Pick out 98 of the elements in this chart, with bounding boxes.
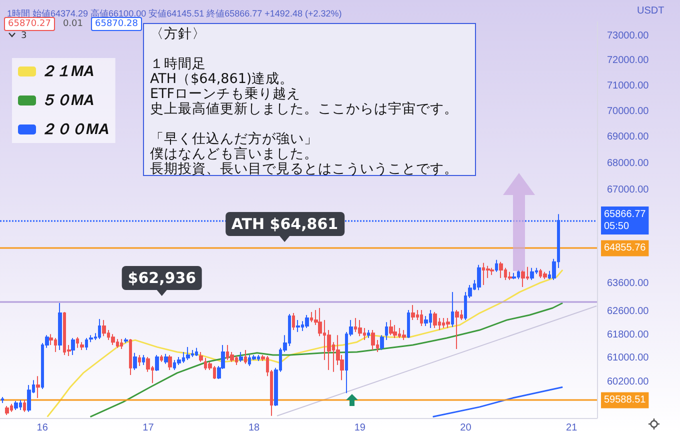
candlestick <box>133 352 137 370</box>
candlestick <box>393 324 397 339</box>
candlestick <box>195 347 198 356</box>
candlestick <box>124 338 128 344</box>
candlestick <box>292 312 295 331</box>
annotation: 史上最高値更新しました。ここからは宇宙です。 <box>150 101 459 117</box>
annotation: 長期投資、長い目で見るとはこういうことです。 <box>150 161 459 177</box>
annotation: １時間足 <box>150 56 207 72</box>
candlestick <box>371 330 375 350</box>
candlestick <box>23 399 26 412</box>
x-tick-label: 17 <box>142 422 154 434</box>
candlestick <box>495 259 498 272</box>
candlestick <box>358 320 362 337</box>
candlestick <box>508 271 512 281</box>
candlestick <box>490 267 494 276</box>
candlestick <box>530 267 534 281</box>
candlestick <box>446 318 450 328</box>
annotation: 0.01 <box>62 18 84 30</box>
candlestick <box>477 264 481 291</box>
line-series <box>432 386 564 418</box>
candlestick <box>407 310 410 339</box>
candlestick <box>499 261 503 278</box>
x-tick-label: 18 <box>248 422 260 434</box>
y-tick-label: 73000.00 <box>607 30 650 42</box>
legend-label: ２００MA <box>41 121 110 138</box>
candlestick <box>164 353 168 364</box>
x-tick-label: 21 <box>566 422 578 434</box>
candlestick <box>102 320 106 337</box>
annotation: ETFローンチも乗り越え <box>150 86 302 102</box>
y-tick-label: 70000.00 <box>607 106 650 117</box>
candlestick <box>120 338 123 350</box>
candlestick <box>5 406 9 416</box>
candlestick <box>89 334 93 343</box>
candlestick <box>385 322 388 341</box>
candlestick <box>389 320 393 336</box>
y-tick-label: 69000.00 <box>607 132 650 143</box>
annotation: 僕はなんども言いました。 <box>150 146 319 162</box>
candlestick <box>138 354 141 366</box>
ref-line-label: 59588.51 <box>604 394 646 406</box>
x-tick-label: 16 <box>36 422 48 434</box>
candlestick <box>129 338 132 376</box>
candlestick <box>367 330 370 339</box>
candlestick <box>380 334 384 350</box>
candlestick <box>186 346 190 360</box>
y-tick-label: 61800.00 <box>607 329 650 340</box>
line-series <box>46 269 564 418</box>
y-tick-label: 62600.00 <box>607 306 650 318</box>
candlestick <box>80 342 84 350</box>
candlestick <box>98 318 101 340</box>
candlestick <box>420 310 423 326</box>
annotation: 65870.27 <box>4 17 55 31</box>
candlestick <box>244 349 247 364</box>
candlestick <box>455 310 459 350</box>
x-tick-label: 20 <box>460 422 472 434</box>
annotation: $62,936 <box>122 266 202 290</box>
candlestick <box>168 354 172 370</box>
y-tick-label: 72000.00 <box>607 55 650 66</box>
candlestick <box>76 336 79 348</box>
ref-line-label: 65866.77 05:50 <box>604 208 646 232</box>
x-tick-label: 19 <box>354 422 366 434</box>
candlestick <box>521 269 525 288</box>
candlestick <box>111 334 115 346</box>
candlestick <box>71 338 75 356</box>
legend-label: ５０MA <box>41 92 94 109</box>
candlestick <box>543 271 547 280</box>
candlestick <box>199 352 203 362</box>
candlestick <box>36 376 40 399</box>
candlestick <box>239 352 243 362</box>
y-tick-label: 61000.00 <box>607 352 650 364</box>
annotation: 3 <box>20 30 28 42</box>
y-tick-label: 68000.00 <box>607 158 650 169</box>
candlestick <box>433 312 437 328</box>
candlestick <box>85 338 88 350</box>
candlestick <box>142 354 145 366</box>
annotation: ATH（$64,861)達成。 <box>150 71 295 87</box>
y-tick-label: 67000.00 <box>607 184 650 196</box>
candlestick <box>160 354 163 362</box>
annotation: 〈方針〉 <box>150 26 207 42</box>
y-tick-label: 63600.00 <box>607 278 650 289</box>
candlestick <box>58 302 62 350</box>
annotation: ATH $64,861 <box>225 212 344 236</box>
y-axis-title: USDT <box>637 6 664 16</box>
ref-line-label: 64855.76 <box>604 242 646 254</box>
annotation: 「早く仕込んだ方が強い」 <box>150 131 319 147</box>
annotation: 65870.28 <box>91 17 142 31</box>
candlestick <box>296 320 300 333</box>
legend-label: ２１MA <box>41 63 94 80</box>
candlestick <box>1 396 4 404</box>
candlestick <box>305 314 309 328</box>
candlestick <box>512 272 516 280</box>
candlestick <box>155 354 159 372</box>
y-tick-label: 60200.00 <box>607 376 650 388</box>
line-series <box>90 302 564 418</box>
candlestick <box>402 330 406 341</box>
candlestick <box>411 304 415 321</box>
candlestick <box>14 400 18 410</box>
y-tick-label: 71000.00 <box>607 80 650 92</box>
candlestick <box>451 292 454 328</box>
